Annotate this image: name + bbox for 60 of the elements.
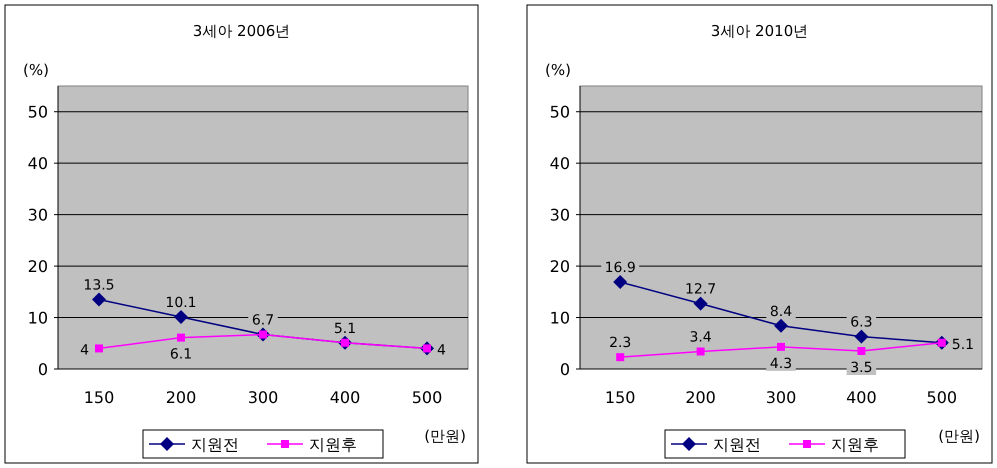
y-tick-label: 30 <box>28 206 48 225</box>
x-tick-label: 200 <box>685 388 716 407</box>
x-tick-label: 400 <box>846 388 877 407</box>
x-tick-label: 150 <box>84 388 114 407</box>
data-label: 16.9 <box>604 260 636 276</box>
y-axis-title: (%) <box>23 61 49 79</box>
data-label: 3.4 <box>689 330 712 346</box>
point <box>696 348 705 356</box>
y-tick-label: 40 <box>28 154 48 174</box>
data-label: 6.1 <box>170 346 192 363</box>
y-tick-label: 0 <box>560 360 570 379</box>
data-label: 13.5 <box>83 278 115 294</box>
x-tick-label: 300 <box>766 388 796 407</box>
y-tick-label: 10 <box>28 308 48 328</box>
point <box>95 344 103 352</box>
x-tick-label: 400 <box>330 388 360 407</box>
y-tick-label: 10 <box>550 308 570 328</box>
legend-label: 지원후 <box>831 435 879 454</box>
legend-label: 지원후 <box>309 435 357 454</box>
y-tick-label: 0 <box>38 360 48 379</box>
data-label: 6.3 <box>850 314 873 331</box>
data-label: 8.4 <box>770 304 792 320</box>
data-label: 5.1 <box>952 336 974 353</box>
y-tick-label: 50 <box>550 102 570 122</box>
data-label: 6.7 <box>252 312 274 329</box>
y-axis-title: (%) <box>545 61 571 79</box>
data-label: 10.1 <box>165 295 197 312</box>
y-tick-label: 20 <box>28 257 48 276</box>
point <box>774 318 788 333</box>
data-label: 4.3 <box>770 356 792 372</box>
chart-title: 3세아 2010년 <box>710 22 808 40</box>
data-label: 2.3 <box>609 335 632 352</box>
x-axis-title: (만원) <box>424 427 466 445</box>
point <box>613 275 628 290</box>
x-tick-label: 150 <box>604 388 636 407</box>
point <box>177 334 185 342</box>
y-tick-label: 20 <box>550 257 570 276</box>
point <box>92 292 106 307</box>
point <box>857 346 866 355</box>
y-tick-label: 50 <box>28 102 48 122</box>
point <box>694 296 708 311</box>
data-label: 12.7 <box>685 282 716 298</box>
chart-title: 3세아 2006년 <box>192 22 290 40</box>
point <box>777 342 785 351</box>
x-axis-title: (만원) <box>938 427 980 445</box>
legend-label: 지원전 <box>191 435 239 454</box>
point <box>854 330 868 344</box>
x-tick-label: 500 <box>412 388 442 407</box>
y-tick-label: 30 <box>550 206 570 225</box>
x-tick-label: 300 <box>248 388 278 407</box>
legend-label: 지원전 <box>713 435 761 454</box>
point <box>616 353 624 362</box>
data-label: 3.5 <box>850 360 873 376</box>
data-label: 4 <box>437 342 446 358</box>
data-label: 4 <box>80 342 90 358</box>
y-tick-label: 40 <box>550 154 570 174</box>
x-tick-label: 200 <box>166 388 196 407</box>
x-tick-label: 500 <box>926 388 958 407</box>
data-label: 5.1 <box>334 320 356 337</box>
point <box>174 310 188 324</box>
